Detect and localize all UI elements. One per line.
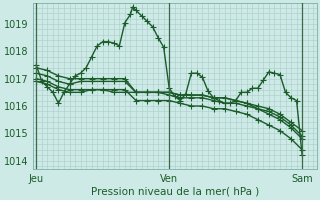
X-axis label: Pression niveau de la mer( hPa ): Pression niveau de la mer( hPa ) xyxy=(91,187,259,197)
